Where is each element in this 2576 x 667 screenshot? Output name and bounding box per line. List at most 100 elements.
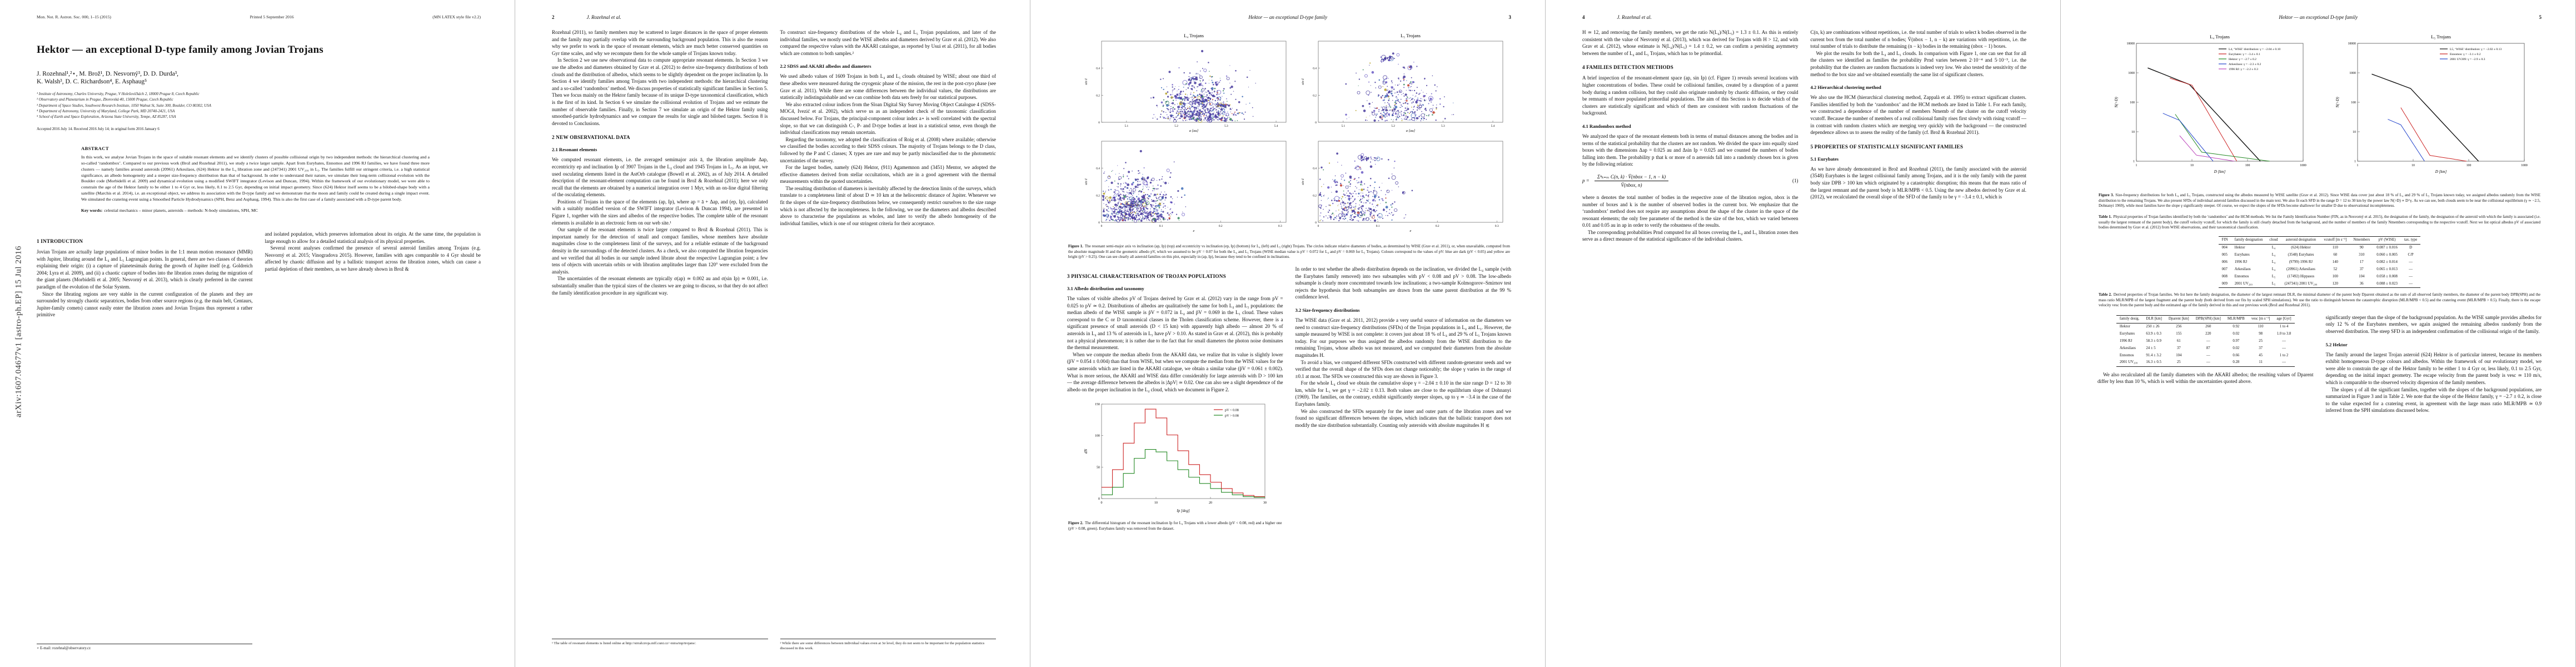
- svg-text:10: 10: [1154, 501, 1158, 505]
- svg-text:a [au]: a [au]: [1406, 129, 1416, 133]
- running-head: 2 J. Rozehnal et al.: [552, 14, 996, 20]
- body-paragraph: The corresponding probabilities Prnd com…: [1582, 229, 1798, 242]
- table-cell: (20961) Arkesilaos: [2286, 267, 2315, 271]
- table-cell: 52: [2333, 267, 2338, 271]
- running-head: Hektor — an exceptional D-type family 5: [2097, 14, 2542, 20]
- two-column-body: 3 PHYSICAL CHARACTERISATION OF TROJAN PO…: [1067, 266, 1511, 536]
- table-cell: 16.3 ± 0.5: [2146, 360, 2161, 365]
- svg-text:Ennomos: γ = −3.1 ± 0.2: Ennomos: γ = −3.1 ± 0.2: [2450, 53, 2481, 56]
- table-row: 008 Ennomos L₅ (17492) Hippasos 100 104 0.058 …: [2219, 273, 2421, 280]
- page-5: Hektor — an exceptional D-type family 5 …: [2061, 0, 2576, 667]
- table-cell: D: [2409, 246, 2413, 250]
- table-cell: 45: [2259, 353, 2263, 357]
- table-cell: 0.02: [2233, 346, 2240, 350]
- body-paragraph: We used albedo values of 1609 Trojans in…: [780, 73, 996, 101]
- subsection-heading: 5.2 Hektor: [2325, 341, 2348, 347]
- abstract-heading: ABSTRACT: [81, 145, 109, 151]
- table-cell: 0.28: [2233, 360, 2240, 365]
- running-authors: J. Rozehnal et al.: [1617, 14, 1652, 20]
- table-row: 2001 UV₂₀₉ 16.3 ± 0.5 25 — 0.28 11 —: [2116, 359, 2295, 367]
- table-2-caption: Table 2. Derived properties of Trojan fam…: [2099, 292, 2540, 308]
- svg-text:5.1: 5.1: [1124, 125, 1128, 128]
- table-cell: 37: [2259, 346, 2263, 350]
- svg-text:0.4: 0.4: [1313, 67, 1317, 71]
- table-cell: 11: [2259, 360, 2263, 365]
- svg-text:0: 0: [1101, 501, 1103, 505]
- table-cell: —: [2409, 260, 2413, 264]
- table-cell: 007: [2221, 267, 2228, 271]
- body-paragraph: For the largest bodies, namely (624) Hek…: [780, 165, 996, 185]
- svg-text:5.4: 5.4: [1491, 125, 1495, 128]
- page-2: 2 J. Rozehnal et al. Rozehnal (2011), so…: [515, 0, 1030, 667]
- table-cell: 0.087 ± 0.016: [2376, 246, 2398, 250]
- svg-text:1000: 1000: [2128, 72, 2135, 75]
- svg-text:1000: 1000: [2300, 164, 2306, 167]
- body-paragraph: We also constructed the SFDs separately …: [1295, 408, 1512, 428]
- body-paragraph: Regarding the taxonomy, we adopted the c…: [780, 136, 996, 163]
- author-line-2: K. Walsh³, D. C. Richardson⁴, E. Asphaug…: [37, 78, 147, 85]
- data-table: FIN family designation cloud asteroid desig…: [2218, 236, 2421, 288]
- page-number: 2: [552, 14, 555, 20]
- column-header: cloud: [2269, 238, 2278, 242]
- table-cell: L₄: [2271, 260, 2276, 264]
- svg-text:150: 150: [1095, 403, 1100, 406]
- two-column-body: H ≃ 12, and removing the family members,…: [1582, 29, 2026, 243]
- body-paragraph: Rozehnal (2011), so family members may b…: [552, 29, 768, 56]
- table-cell: 25: [2259, 339, 2263, 343]
- svg-text:1: 1: [2133, 160, 2135, 163]
- equation-fraction: Σⁿₖ₌ₘ C(n, k) · V̄(nbox − 1, n − k) V̄(nb…: [1594, 174, 1669, 188]
- table-cell: Eurybates: [2119, 332, 2135, 336]
- column-header: pV (WISE): [2378, 238, 2396, 242]
- column-header: MLR/MPB: [2227, 317, 2245, 321]
- two-column-body: Rozehnal (2011), so family members may b…: [552, 29, 996, 296]
- table-cell: 0.088 ± 0.023: [2376, 281, 2398, 286]
- column-header: asteroid designation: [2285, 238, 2316, 242]
- svg-text:5.1: 5.1: [1341, 125, 1345, 128]
- svg-text:0.4: 0.4: [1096, 67, 1100, 71]
- svg-text:10000: 10000: [2127, 42, 2135, 46]
- table-head: FIN family designation cloud asteroid desig…: [2218, 236, 2421, 245]
- body-paragraph: Since the librating regions are very sta…: [37, 291, 253, 318]
- body-paragraph: Several recent analyses confirmed the pr…: [265, 245, 481, 272]
- caption-label: Table 1.: [2099, 214, 2112, 219]
- column-header: tax. type: [2404, 238, 2418, 242]
- affiliation: ⁴ Department of Astronomy, University of…: [37, 109, 175, 114]
- page-5-content: Hektor — an exceptional D-type family 5 …: [2061, 0, 2576, 667]
- svg-text:0: 0: [1101, 225, 1103, 228]
- journal-line: Mon. Not. R. Astron. Soc. 000, 1–15 (201…: [37, 14, 481, 19]
- table-cell: 256: [2176, 325, 2182, 329]
- column-left: family desig. DLR [km] Dparent [km] DPB(SPH…: [2097, 314, 2314, 414]
- table-cell: —: [2206, 360, 2210, 365]
- equation-number: (1): [1792, 178, 1798, 184]
- caption-text: The differential histogram of the resona…: [1068, 521, 1282, 531]
- column-right: To construct size-frequency distribution…: [780, 29, 996, 296]
- svg-text:100: 100: [2467, 164, 2472, 167]
- table-cell: 0.082 ± 0.014: [2376, 260, 2398, 264]
- equation-denominator: V̄(nbox, n): [1621, 182, 1642, 188]
- svg-text:0: 0: [1098, 497, 1100, 501]
- body-paragraph: We also use the HCM (hierarchical cluste…: [1810, 94, 2027, 136]
- svg-text:1000: 1000: [2349, 72, 2356, 75]
- column-right: and isolated population, which preserves…: [265, 231, 481, 318]
- svg-text:1: 1: [2354, 160, 2356, 163]
- column-header: age [Gyr]: [2276, 317, 2291, 321]
- svg-text:sin I: sin I: [1084, 78, 1088, 84]
- column-header: FIN: [2221, 238, 2228, 242]
- page-1: arXiv:1607.04677v1 [astro-ph.EP] 15 Jul …: [0, 0, 515, 667]
- svg-text:5.3: 5.3: [1441, 125, 1445, 128]
- running-authors: J. Rozehnal et al.: [586, 14, 621, 20]
- table-cell: 0.060 ± 0.005: [2376, 253, 2398, 257]
- svg-text:20: 20: [1209, 501, 1212, 505]
- table-cell: 104: [2176, 353, 2182, 357]
- svg-text:0: 0: [1315, 221, 1317, 225]
- table-cell: 110: [2258, 325, 2264, 329]
- svg-text:100: 100: [2245, 164, 2250, 167]
- table-cell: 58.3 ± 0.9: [2146, 339, 2161, 343]
- table-row: 1996 RJ 58.3 ± 0.9 61 — 0.97 25 —: [2116, 337, 2295, 345]
- table-cell: (247341) 2001 UV₂₀₉: [2284, 281, 2318, 286]
- table-cell: 1 to 4: [2279, 325, 2289, 329]
- svg-text:5.2: 5.2: [1174, 125, 1178, 128]
- svg-text:5.3: 5.3: [1224, 125, 1228, 128]
- page-number: 3: [1508, 14, 1512, 20]
- body-paragraph: and isolated population, which preserves…: [265, 231, 481, 244]
